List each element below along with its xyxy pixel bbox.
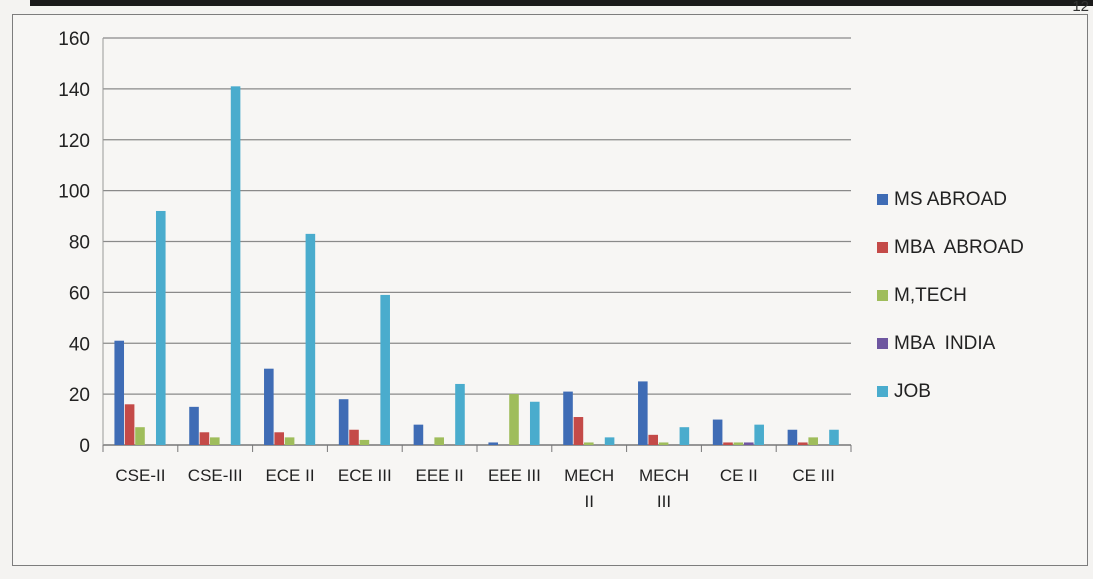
bar-m-tech xyxy=(360,440,370,445)
page-number-fragment: 12 xyxy=(1072,0,1089,15)
bar-mba-india xyxy=(744,442,754,445)
bar-job xyxy=(829,430,839,445)
gridlines xyxy=(103,38,851,394)
bar-mba-abroad xyxy=(648,435,658,445)
legend-swatch xyxy=(877,290,888,301)
bar-job xyxy=(231,86,241,445)
bar-m-tech xyxy=(135,427,145,445)
bar-job xyxy=(156,211,166,445)
bar-m-tech xyxy=(210,437,220,445)
bar-m-tech xyxy=(659,442,669,445)
y-tick-label: 80 xyxy=(69,233,90,254)
bar-m-tech xyxy=(734,442,744,445)
chart-frame: 0 20 40 60 80 100 120 140 160 CSE-II CSE-III ECE II… xyxy=(12,14,1088,566)
bar-mba-abroad xyxy=(274,432,284,445)
bar-job xyxy=(680,427,690,445)
bar-ms-abroad xyxy=(713,420,723,445)
y-tick-label: 20 xyxy=(69,385,90,406)
bar-job xyxy=(455,384,465,445)
bar-m-tech xyxy=(509,394,519,445)
bar-job xyxy=(754,425,764,445)
x-tick-label: II xyxy=(584,492,593,511)
bar-mba-abroad xyxy=(798,442,808,445)
bar-ms-abroad xyxy=(563,392,573,445)
legend-swatch xyxy=(877,242,888,253)
bar-job xyxy=(530,402,540,445)
x-tick-label: CE III xyxy=(792,466,835,485)
bar-ms-abroad xyxy=(638,381,648,445)
legend-label: MBA INDIA xyxy=(894,333,996,354)
x-tick-label: ECE III xyxy=(338,466,392,485)
bar-ms-abroad xyxy=(488,442,498,445)
bar-job xyxy=(380,295,390,445)
bar-mba-abroad xyxy=(200,432,210,445)
x-tick-label: III xyxy=(657,492,671,511)
legend-label: JOB xyxy=(894,381,931,402)
bar-m-tech xyxy=(285,437,295,445)
y-tick-label: 120 xyxy=(58,131,90,152)
bar-ms-abroad xyxy=(114,341,124,445)
x-tick-label: ECE II xyxy=(265,466,314,485)
y-tick-label: 140 xyxy=(58,80,90,101)
x-tick-label: MECH xyxy=(639,466,689,485)
bar-ms-abroad xyxy=(189,407,199,445)
bar-ms-abroad xyxy=(339,399,349,445)
legend: MS ABROAD MBA ABROAD M,TECH MBA INDIA JOB xyxy=(877,189,1024,402)
bar-chart: 0 20 40 60 80 100 120 140 160 CSE-II CSE-III ECE II… xyxy=(13,15,1089,567)
axes xyxy=(103,38,851,452)
x-tick-label: CSE-III xyxy=(188,466,243,485)
bar-m-tech xyxy=(434,437,444,445)
bar-job xyxy=(605,437,615,445)
bar-ms-abroad xyxy=(788,430,798,445)
legend-swatch xyxy=(877,338,888,349)
legend-swatch xyxy=(877,194,888,205)
y-tick-label: 40 xyxy=(69,334,90,355)
bar-m-tech xyxy=(584,442,594,445)
bar-mba-abroad xyxy=(723,442,733,445)
bar-mba-abroad xyxy=(125,404,135,445)
legend-label: M,TECH xyxy=(894,285,967,306)
top-border-rule xyxy=(30,0,1093,6)
bar-m-tech xyxy=(808,437,818,445)
x-tick-label: EEE III xyxy=(488,466,541,485)
bar-ms-abroad xyxy=(264,369,274,445)
x-tick-label: CSE-II xyxy=(115,466,165,485)
x-tick-label: CE II xyxy=(720,466,758,485)
y-tick-label: 60 xyxy=(69,283,90,304)
legend-label: MBA ABROAD xyxy=(894,237,1024,258)
y-tick-label: 0 xyxy=(79,436,90,457)
bar-job xyxy=(306,234,316,445)
bar-mba-abroad xyxy=(574,417,584,445)
y-tick-label: 160 xyxy=(58,29,90,50)
x-tick-label: MECH xyxy=(564,466,614,485)
legend-swatch xyxy=(877,386,888,397)
bar-mba-abroad xyxy=(349,430,359,445)
y-tick-label: 100 xyxy=(58,182,90,203)
legend-label: MS ABROAD xyxy=(894,189,1007,210)
bar-ms-abroad xyxy=(414,425,424,445)
x-tick-label: EEE II xyxy=(416,466,464,485)
